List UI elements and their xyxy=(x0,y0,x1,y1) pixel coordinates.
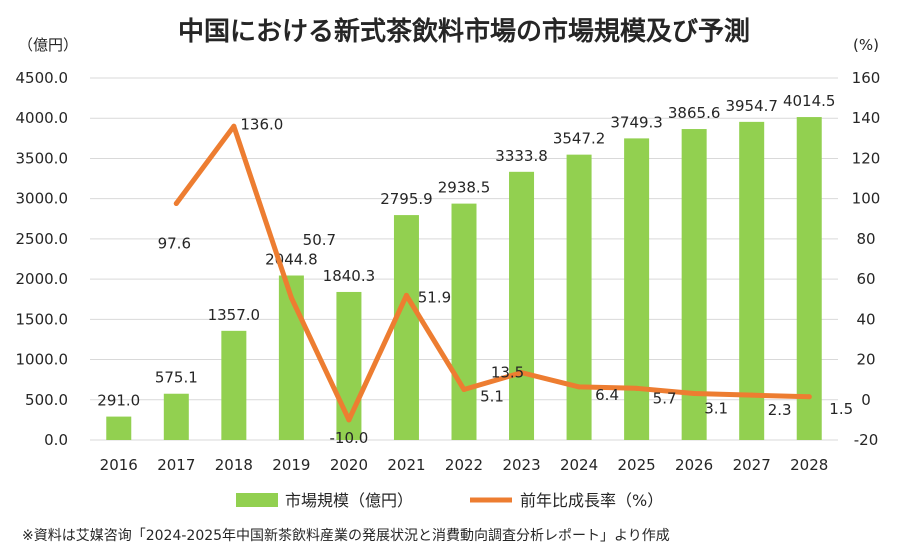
line-point xyxy=(691,391,697,397)
bar xyxy=(163,393,189,440)
bar xyxy=(221,330,247,440)
legend-line-label: 前年比成長率（%） xyxy=(520,491,663,510)
bar-value-label: 3865.6 xyxy=(668,104,721,122)
bar-value-label: 4014.5 xyxy=(783,92,836,110)
bar-labels: 291.0 575.1 1357.0 2044.8 1840.3 2795.9 2938.5… xyxy=(97,92,835,410)
line-point xyxy=(403,292,409,298)
x-axis: 2016 2017 2018 2019 2020 2021 2022 2023 2024 2025… xyxy=(100,456,829,474)
bar-value-label: 3954.7 xyxy=(725,97,778,115)
left-tick-label: 2500.0 xyxy=(16,230,69,248)
bar-value-label: 2795.9 xyxy=(380,190,433,208)
bar-value-label: 1840.3 xyxy=(323,267,376,285)
line-point xyxy=(806,394,812,400)
right-tick-label: 0 xyxy=(861,391,871,409)
bar xyxy=(796,117,822,440)
line-value-label: 2.3 xyxy=(768,401,792,419)
right-tick-label: 140 xyxy=(852,109,881,127)
bar-value-label: 291.0 xyxy=(97,392,140,410)
line-point xyxy=(461,387,467,393)
chart-title: 中国における新式茶飲料市場の市場規模及び予測 xyxy=(178,16,750,47)
right-tick-label: 80 xyxy=(856,230,875,248)
line-value-label: 5.1 xyxy=(480,388,504,406)
x-tick-label: 2019 xyxy=(272,456,310,474)
left-tick-label: 3000.0 xyxy=(16,190,69,208)
line-labels: 97.6 136.0 50.7 -10.0 51.9 5.1 13.5 6.4 5.7 3.1 2.… xyxy=(158,115,854,447)
x-tick-label: 2022 xyxy=(445,456,483,474)
bar xyxy=(509,171,535,440)
left-tick-label: 2000.0 xyxy=(16,270,69,288)
left-tick-label: 4500.0 xyxy=(16,69,69,87)
line-value-label: 51.9 xyxy=(418,288,451,306)
bar-value-label: 3333.8 xyxy=(495,147,548,165)
left-tick-label: 3500.0 xyxy=(16,149,69,167)
bar-value-label: 2044.8 xyxy=(265,251,318,269)
line-point xyxy=(173,200,179,206)
x-tick-label: 2025 xyxy=(618,456,656,474)
right-axis-unit: (%) xyxy=(853,36,879,54)
legend-bar-label: 市場規模（億円） xyxy=(285,491,413,510)
bar-value-label: 3749.3 xyxy=(610,113,663,131)
bar xyxy=(566,154,592,440)
line-value-label: 97.6 xyxy=(158,234,191,252)
bar xyxy=(624,138,650,440)
line-point xyxy=(346,417,352,423)
bar xyxy=(681,129,707,441)
line-series xyxy=(173,123,812,423)
x-tick-label: 2024 xyxy=(560,456,598,474)
line-value-label: 6.4 xyxy=(595,386,619,404)
bar xyxy=(393,215,419,440)
right-tick-label: 160 xyxy=(852,69,881,87)
source-note: ※資料は艾媒咨询「2024-2025年中国新茶飲料産業の発展状況と消費動向調査分… xyxy=(22,528,670,544)
growth-line xyxy=(173,123,812,423)
left-tick-label: 500.0 xyxy=(25,391,68,409)
line-value-label: -10.0 xyxy=(330,429,369,447)
line-value-label: 3.1 xyxy=(704,400,728,418)
left-axis: 0.0 500.0 1000.0 1500.0 2000.0 2500.0 3000.0 35… xyxy=(16,69,69,449)
bar xyxy=(739,121,765,440)
x-tick-label: 2016 xyxy=(100,456,138,474)
right-tick-label: -20 xyxy=(854,431,879,449)
right-tick-label: 120 xyxy=(852,149,881,167)
line-value-label: 136.0 xyxy=(240,115,283,133)
line-point xyxy=(576,384,582,390)
x-tick-label: 2026 xyxy=(675,456,713,474)
right-tick-label: 40 xyxy=(856,310,875,328)
x-tick-label: 2027 xyxy=(733,456,771,474)
line-value-label: 5.7 xyxy=(653,389,677,407)
left-tick-label: 4000.0 xyxy=(16,109,69,127)
bar-value-label: 2938.5 xyxy=(438,179,491,197)
x-tick-label: 2023 xyxy=(502,456,540,474)
bar xyxy=(106,416,132,440)
line-point xyxy=(288,295,294,301)
line-point xyxy=(519,370,525,376)
line-value-label: 50.7 xyxy=(303,231,336,249)
right-tick-label: 20 xyxy=(856,351,875,369)
x-tick-label: 2028 xyxy=(790,456,828,474)
bar xyxy=(451,203,477,440)
bar-value-label: 575.1 xyxy=(155,369,198,387)
line-value-label: 13.5 xyxy=(491,364,524,382)
bar-series xyxy=(106,117,822,441)
left-tick-label: 1000.0 xyxy=(16,351,69,369)
left-axis-unit: （億円） xyxy=(18,36,78,54)
right-tick-label: 100 xyxy=(852,190,881,208)
left-tick-label: 0.0 xyxy=(44,431,68,449)
line-point xyxy=(231,123,237,129)
bar-value-label: 1357.0 xyxy=(208,306,261,324)
left-tick-label: 1500.0 xyxy=(16,310,69,328)
line-point xyxy=(634,385,640,391)
right-tick-label: 60 xyxy=(856,270,875,288)
line-value-label: 1.5 xyxy=(829,400,853,418)
bar-value-label: 3547.2 xyxy=(553,130,606,148)
line-point xyxy=(749,392,755,398)
x-tick-label: 2021 xyxy=(387,456,425,474)
legend-bar-swatch xyxy=(236,493,278,507)
x-tick-label: 2017 xyxy=(157,456,195,474)
x-tick-label: 2020 xyxy=(330,456,368,474)
right-axis: -20 0 20 40 60 80 100 120 140 160 xyxy=(852,69,881,449)
x-tick-label: 2018 xyxy=(215,456,253,474)
